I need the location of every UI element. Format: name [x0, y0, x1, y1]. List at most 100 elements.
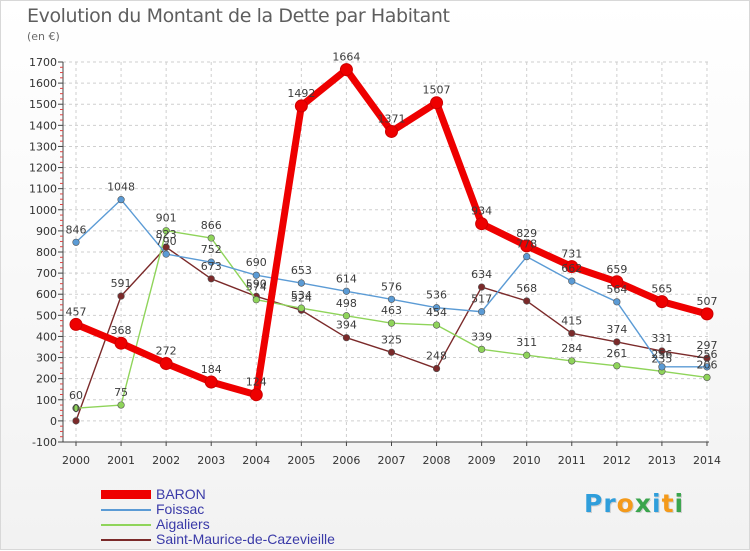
legend-label-baron: BARON — [156, 486, 206, 502]
logo-letter: P — [584, 489, 604, 518]
data-label-baron: 124 — [246, 376, 267, 389]
data-point-foissac — [162, 250, 170, 258]
data-point-saint-maurice-de-cazevieille — [658, 347, 666, 355]
data-label-foissac: 778 — [516, 238, 537, 251]
data-point-saint-maurice-de-cazevieille — [342, 334, 351, 342]
data-point-baron — [384, 124, 398, 138]
data-point-foissac — [252, 271, 260, 279]
data-point-foissac — [478, 308, 486, 316]
x-tick-label: 2011 — [558, 454, 586, 467]
data-label-foissac: 662 — [561, 262, 582, 275]
data-point-foissac — [432, 304, 441, 312]
legend-item-foissac: Foissac — [101, 502, 421, 517]
data-point-saint-maurice-de-cazevieille — [162, 243, 170, 251]
y-tick-label: 1600 — [29, 77, 57, 90]
data-point-aigaliers — [387, 319, 396, 327]
data-point-aigaliers — [162, 227, 170, 235]
data-label-aigaliers: 311 — [516, 336, 537, 349]
legend-swatch-aigaliers — [101, 524, 151, 526]
legend-swatch-saint-maurice — [101, 539, 151, 541]
data-label-baron: 1507 — [423, 84, 451, 97]
data-point-saint-maurice-de-cazevieille — [207, 275, 215, 283]
data-label-foissac: 653 — [291, 264, 312, 277]
x-tick-label: 2013 — [648, 454, 676, 467]
legend-item-saint-maurice: Saint-Maurice-de-Cazevieille — [101, 532, 421, 547]
logo-letter: i — [652, 489, 662, 518]
y-tick-label: 1100 — [29, 183, 57, 196]
data-point-aigaliers — [207, 234, 215, 242]
data-label-aigaliers: 866 — [201, 219, 222, 232]
data-label-aigaliers: 235 — [651, 352, 672, 365]
data-label-foissac: 576 — [381, 280, 402, 293]
data-label-aigaliers: 498 — [336, 297, 357, 310]
data-label-foissac: 614 — [336, 272, 357, 285]
data-label-saint-maurice-de-cazevieille: 325 — [381, 333, 402, 346]
data-label-foissac: 536 — [426, 289, 447, 302]
legend-label-foissac: Foissac — [156, 501, 205, 517]
data-label-aigaliers: 463 — [381, 304, 402, 317]
data-label-foissac: 790 — [156, 235, 177, 248]
data-point-saint-maurice-de-cazevieille — [72, 417, 80, 425]
data-label-saint-maurice-de-cazevieille: 634 — [471, 268, 492, 281]
data-point-foissac — [207, 258, 215, 266]
data-point-aigaliers — [72, 404, 80, 412]
data-label-foissac: 256 — [696, 348, 717, 361]
y-tick-label: 1400 — [29, 119, 57, 132]
data-label-foissac: 564 — [606, 283, 627, 296]
data-point-baron — [69, 317, 83, 331]
y-tick-label: 500 — [36, 309, 57, 322]
x-tick-label: 2005 — [287, 454, 315, 467]
data-point-aigaliers — [568, 357, 576, 365]
data-label-aigaliers: 901 — [156, 212, 177, 225]
data-point-saint-maurice-de-cazevieille — [432, 364, 441, 373]
proxiti-logo: Proxiti — [584, 489, 684, 518]
y-tick-label: 800 — [36, 246, 57, 259]
legend-label-aigaliers: Aigaliers — [156, 516, 210, 532]
x-tick-label: 2009 — [468, 454, 496, 467]
data-point-saint-maurice-de-cazevieille — [703, 354, 711, 362]
x-tick-label: 2006 — [332, 454, 360, 467]
data-label-foissac: 752 — [201, 243, 222, 256]
data-point-foissac — [703, 363, 711, 371]
data-point-baron — [430, 96, 444, 110]
data-point-baron — [294, 99, 308, 113]
data-label-baron: 659 — [606, 263, 627, 276]
data-point-aigaliers — [523, 351, 531, 359]
y-tick-label: 700 — [36, 267, 57, 280]
data-label-saint-maurice-de-cazevieille: 590 — [246, 277, 267, 290]
data-label-aigaliers: 574 — [246, 281, 267, 294]
data-label-aigaliers: 534 — [291, 289, 312, 302]
data-point-baron — [520, 239, 534, 253]
data-label-aigaliers: 75 — [114, 386, 128, 399]
data-label-baron: 507 — [696, 295, 717, 308]
data-point-aigaliers — [342, 312, 351, 320]
legend-swatch-baron — [101, 490, 151, 499]
data-label-saint-maurice-de-cazevieille: 297 — [696, 339, 717, 352]
data-point-aigaliers — [478, 345, 486, 353]
data-point-foissac — [72, 238, 80, 246]
x-tick-label: 2002 — [152, 454, 180, 467]
x-tick-label: 2007 — [377, 454, 405, 467]
data-label-foissac: 517 — [471, 293, 492, 306]
data-point-foissac — [117, 196, 125, 204]
y-tick-label: 1000 — [29, 204, 57, 217]
data-point-foissac — [523, 253, 531, 261]
legend-item-aigaliers: Aigaliers — [101, 517, 421, 532]
x-tick-label: 2000 — [62, 454, 90, 467]
y-tick-label: 600 — [36, 288, 57, 301]
data-label-saint-maurice-de-cazevieille: 591 — [111, 277, 132, 290]
x-tick-label: 2001 — [107, 454, 135, 467]
y-tick-label: 1700 — [29, 56, 57, 69]
data-label-aigaliers: 60 — [69, 389, 83, 402]
data-label-saint-maurice-de-cazevieille: 823 — [156, 228, 177, 241]
data-label-aigaliers: 284 — [561, 342, 582, 355]
x-tick-label: 2008 — [423, 454, 451, 467]
data-point-baron — [700, 307, 714, 321]
data-point-aigaliers — [117, 401, 125, 409]
x-tick-label: 2012 — [603, 454, 631, 467]
logo-letter: x — [634, 489, 652, 518]
y-tick-label: 300 — [36, 352, 57, 365]
y-tick-label: 900 — [36, 225, 57, 238]
legend-label-saint-maurice: Saint-Maurice-de-Cazevieille — [156, 531, 335, 547]
